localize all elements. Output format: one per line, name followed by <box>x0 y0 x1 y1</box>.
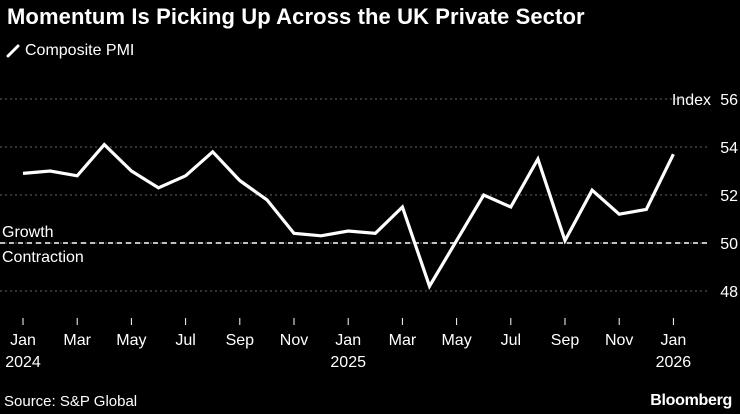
diagonal-line-icon <box>6 44 20 58</box>
chart-title: Momentum Is Picking Up Across the UK Pri… <box>7 4 585 29</box>
y-tick-label: 52 <box>720 188 738 205</box>
x-tick-year-label: 2024 <box>5 354 41 371</box>
series-line-composite-pmi <box>22 142 675 290</box>
x-tick-year-label: 2025 <box>330 354 366 371</box>
x-tick-label: Jan <box>10 332 36 349</box>
x-tick-label: Jan <box>661 332 687 349</box>
y-tick-label: 48 <box>720 284 738 301</box>
x-tick-label: Jan <box>335 332 361 349</box>
x-tick-label: May <box>116 332 146 349</box>
x-tick-year-label: 2026 <box>656 354 692 371</box>
x-tick-label: Nov <box>605 332 633 349</box>
x-tick-label: Nov <box>280 332 308 349</box>
y-axis-label: Index <box>672 92 711 109</box>
x-tick-label: Jul <box>175 332 195 349</box>
legend: Composite PMI <box>6 42 134 60</box>
x-tick-label: Jul <box>501 332 521 349</box>
y-tick-label: 50 <box>720 236 738 253</box>
x-tick-label: Sep <box>226 332 255 349</box>
x-tick-label: Sep <box>551 332 580 349</box>
x-tick-label: May <box>441 332 471 349</box>
source-note: Source: S&P Global <box>4 393 138 410</box>
threshold-label-growth: Growth <box>2 224 54 241</box>
threshold-label-contraction: Contraction <box>2 249 84 266</box>
x-tick-label: Mar <box>389 332 417 349</box>
legend-label: Composite PMI <box>25 42 135 59</box>
y-tick-label: 56 <box>720 92 738 109</box>
y-tick-label: 54 <box>720 140 738 157</box>
x-tick-label: Mar <box>63 332 91 349</box>
bloomberg-logo: Bloomberg <box>650 392 732 409</box>
